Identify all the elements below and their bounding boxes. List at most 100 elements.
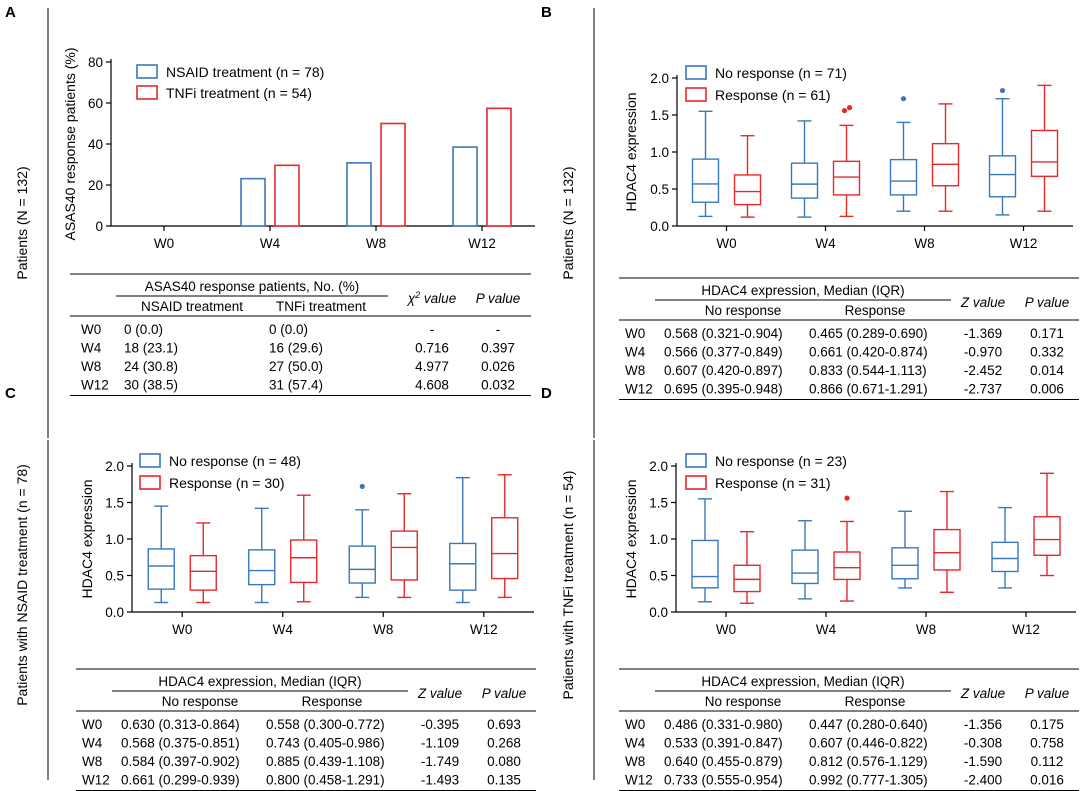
cell-stat: 4.608 [415, 378, 449, 393]
x-tick-label: W4 [273, 622, 294, 637]
box-resp [832, 105, 861, 218]
x-tick-label: W4 [260, 236, 281, 251]
table-row: W0 0.630 (0.313-0.864) 0.558 (0.300-0.772)… [82, 717, 521, 732]
table-group-header: HDAC4 expression, Median (IQR) [158, 674, 361, 689]
data-table: HDAC4 expression, Median (IQR) No respons… [76, 668, 536, 791]
y-tick-label: 20 [88, 178, 103, 193]
table-p-header-part: value [1033, 686, 1069, 701]
cell-p: 0.693 [487, 717, 521, 732]
cell-col1: 0.640 (0.455-0.879) [664, 754, 783, 769]
row-label: W0 [81, 322, 101, 337]
box-resp [390, 493, 418, 599]
box-resp [733, 531, 761, 604]
x-tick-label: W12 [468, 236, 496, 251]
cell-p: 0.268 [487, 736, 521, 751]
box-resp [1030, 84, 1059, 212]
table-row: W0 0 (0.0) 0 (0.0) - - [81, 322, 500, 337]
data-table: HDAC4 expression, Median (IQR) No respons… [619, 668, 1079, 791]
box-resp [833, 495, 861, 602]
legend-label: Response (n = 61) [715, 87, 831, 103]
cell-col1: 0.486 (0.331-0.980) [664, 717, 783, 732]
cell-p: 0.397 [481, 341, 515, 356]
outlier-point [841, 107, 848, 114]
table-p-header-part: P [1025, 686, 1034, 701]
box-iqr [449, 542, 477, 591]
y-axis-label: HDAC4 expression [623, 92, 639, 211]
table-row: W4 0.568 (0.375-0.851) 0.743 (0.405-0.986)… [82, 736, 521, 751]
cell-col1: 0 (0.0) [124, 322, 163, 337]
row-title: Patients with TNFi treatment (n = 54) [560, 471, 576, 700]
cell-stat: 4.977 [415, 359, 449, 374]
cell-col1: 30 (38.5) [124, 378, 178, 393]
cell-stat: -1.369 [964, 326, 1002, 341]
cell-stat: -1.590 [964, 754, 1002, 769]
box-iqr [791, 549, 819, 585]
row-title: Patients (N = 132) [560, 166, 576, 279]
box-resp [1033, 472, 1061, 577]
y-tick-label: 0.0 [650, 219, 669, 234]
cell-stat: -1.109 [421, 736, 459, 751]
box-iqr [691, 539, 719, 589]
box-noresp [147, 505, 175, 604]
box-resp [290, 494, 318, 603]
y-axis-label: HDAC4 expression [79, 479, 95, 598]
y-tick-label: 0.0 [105, 605, 124, 620]
box-noresp [790, 120, 819, 218]
legend-swatch [685, 453, 707, 468]
outlier-point [844, 495, 850, 501]
row-title: Patients with NSAID treatment (n = 78) [14, 464, 30, 706]
box-iqr [290, 539, 318, 584]
y-axis-label: HDAC4 expression [623, 479, 639, 598]
legend-swatch [685, 65, 707, 80]
table-group-header: HDAC4 expression, Median (IQR) [701, 674, 904, 689]
row-label: W8 [81, 359, 101, 374]
box-noresp [449, 476, 477, 604]
x-tick-label: W0 [716, 622, 736, 637]
box-iqr [189, 554, 217, 591]
table-subheader: Response [845, 303, 906, 318]
box-resp [491, 474, 519, 599]
box-noresp [248, 507, 276, 604]
cell-col2: 0.465 (0.289-0.690) [809, 326, 928, 341]
table-subheader: No response [705, 303, 782, 318]
cell-p: 0.006 [1030, 382, 1064, 397]
panel-d: D Patients with TNFi treatment (n = 54) 0.… [541, 385, 1079, 791]
legend-swatch [139, 453, 161, 468]
y-tick-label: 0.0 [649, 605, 668, 620]
cell-stat: -1.493 [421, 773, 459, 788]
table-stat-header-part: value [420, 291, 456, 306]
cell-stat: 0.716 [415, 341, 449, 356]
cell-col2: 0 (0.0) [269, 322, 308, 337]
cell-col2: 0.866 (0.671-1.291) [809, 382, 928, 397]
row-label: W4 [82, 736, 103, 751]
cell-stat: -1.356 [964, 717, 1002, 732]
table-stat-header-part: 2 [414, 290, 420, 300]
table-row: W4 0.533 (0.391-0.847) 0.607 (0.446-0.822)… [625, 736, 1064, 751]
table-p-header: P value [1025, 686, 1070, 701]
cell-col2: 0.833 (0.544-1.113) [809, 363, 927, 378]
y-tick-label: 2.0 [650, 71, 669, 86]
y-tick-label: 40 [88, 137, 103, 152]
row-label: W12 [81, 378, 109, 393]
cell-col1: 24 (30.8) [124, 359, 178, 374]
table-row: W12 0.695 (0.395-0.948) 0.866 (0.671-1.291… [625, 382, 1064, 397]
x-tick-label: W8 [916, 622, 936, 637]
box-noresp [991, 506, 1019, 589]
outlier-point [999, 87, 1006, 94]
table-p-header-part: value [490, 686, 526, 701]
table-row: W8 24 (30.8) 27 (50.0) 4.977 0.026 [81, 359, 515, 374]
row-label: W12 [625, 382, 653, 397]
legend-label: NSAID treatment (n = 78) [166, 64, 324, 80]
y-tick-label: 1.0 [650, 145, 669, 160]
x-tick-label: W8 [373, 622, 393, 637]
row-label: W12 [82, 773, 110, 788]
cell-p: 0.014 [1030, 363, 1064, 378]
box-resp [933, 490, 961, 593]
panel-letter: D [541, 385, 552, 402]
table-row: W4 18 (23.1) 16 (29.6) 0.716 0.397 [81, 341, 515, 356]
legend-swatch [136, 64, 158, 79]
table-subheader: Response [302, 694, 363, 709]
legend-swatch [685, 87, 707, 102]
legend-swatch [136, 85, 158, 100]
